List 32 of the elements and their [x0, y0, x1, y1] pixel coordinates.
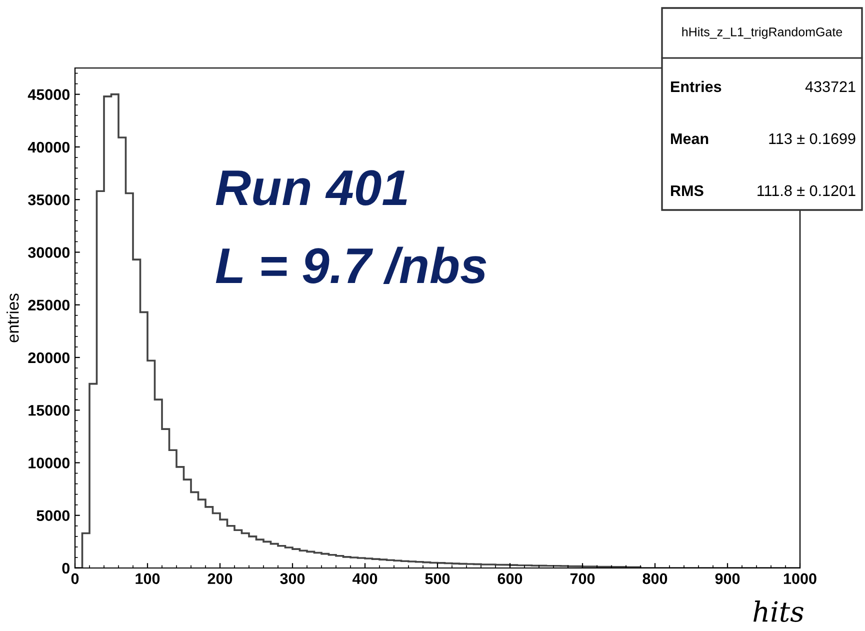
y-tick-label: 35000: [28, 194, 70, 206]
x-tick-label: 600: [498, 573, 522, 584]
x-axis-title: hits: [753, 600, 804, 622]
y-tick-label: 10000: [28, 458, 70, 468]
x-tick-label: 700: [570, 573, 595, 584]
y-tick-label: 5000: [36, 510, 70, 522]
y-tick-label: 0: [62, 562, 70, 574]
x-tick-label: 900: [715, 573, 740, 584]
y-tick-label: 20000: [28, 352, 70, 364]
annotation: 111.8 ± 0.1201: [758, 185, 856, 196]
text: 433721: [805, 81, 856, 92]
annotation: L = 9.7 /nbs: [216, 246, 486, 284]
x-tick-label: 0: [71, 573, 79, 584]
text: hHits_z_L1_trigRandomGate: [682, 27, 842, 39]
x-tick-label: 100: [136, 573, 160, 584]
annotation: RMS: [671, 185, 704, 196]
y-tick-label: 40000: [28, 142, 70, 153]
annotation: 113 ± 0.1699: [769, 133, 856, 144]
x-tick-label: 400: [352, 573, 378, 584]
x-tick-label: 500: [425, 573, 450, 584]
y-axis-title: entries: [6, 294, 19, 342]
x-tick-label: 1000: [784, 573, 816, 584]
y-tick-label: 25000: [28, 300, 70, 311]
x-tick-label: 200: [208, 573, 232, 584]
y-tick-label: 30000: [28, 247, 70, 258]
y-tick-label: 15000: [28, 404, 70, 416]
annotation: Entries: [671, 80, 722, 92]
x-tick-label: 800: [642, 573, 668, 584]
x-tick-label: 300: [280, 573, 305, 584]
annotation: Mean: [671, 133, 708, 144]
y-tick-label: 45000: [28, 89, 70, 100]
annotation: Run 401: [216, 170, 407, 206]
